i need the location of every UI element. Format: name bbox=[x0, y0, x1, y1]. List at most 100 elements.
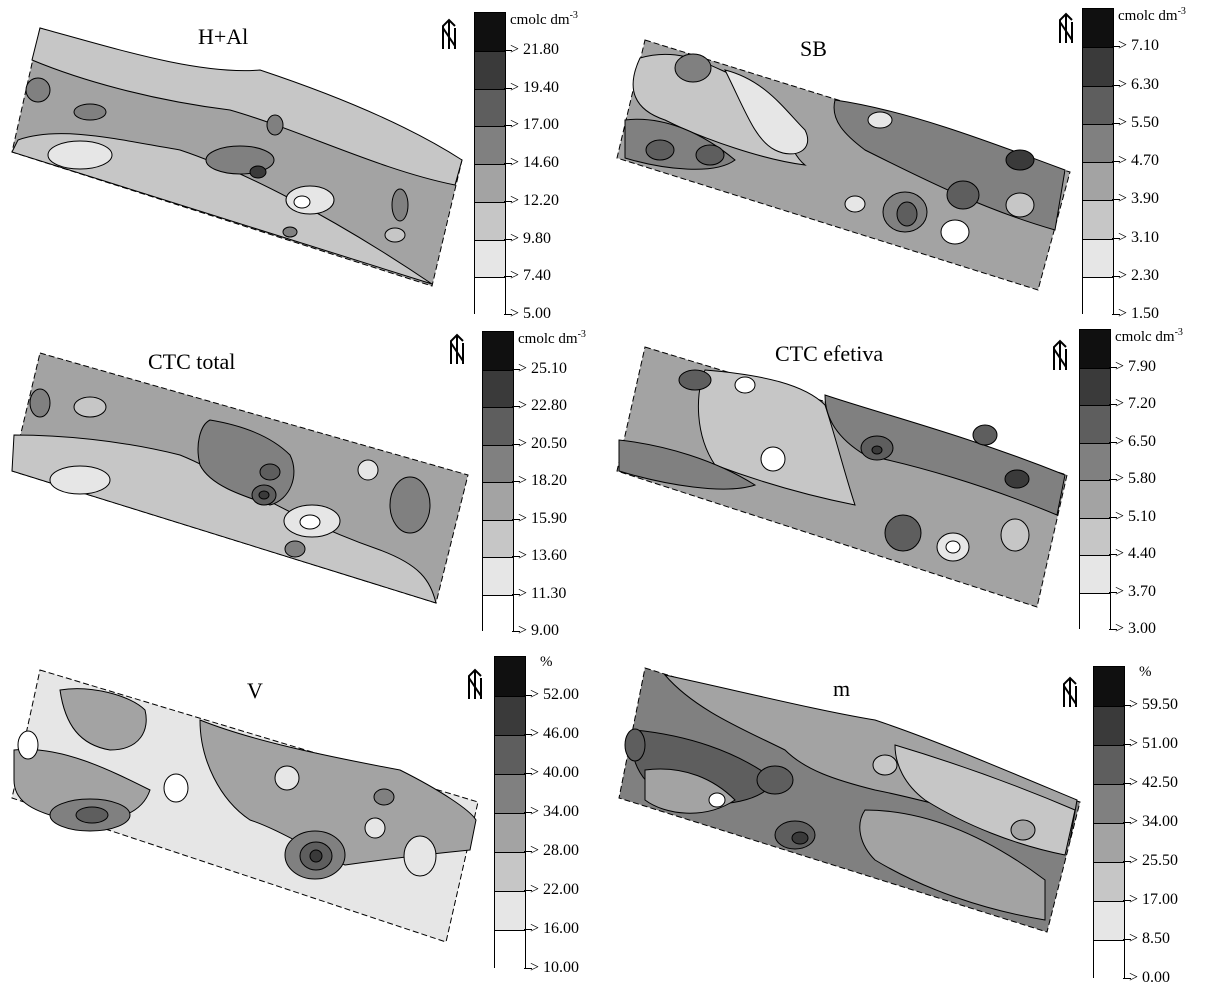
legend-tick bbox=[1123, 783, 1131, 784]
legend-class-label: > 6.50 bbox=[1115, 432, 1157, 450]
legend-class-label: > 52.00 bbox=[530, 686, 580, 703]
legend-class-label: > 18.20 bbox=[518, 472, 568, 489]
legend-tick bbox=[1109, 404, 1117, 405]
contour-map bbox=[11, 669, 479, 943]
legend-class-label: > 4.70 bbox=[1118, 152, 1160, 169]
legend-unit: % bbox=[1139, 664, 1152, 681]
legend-swatch bbox=[495, 735, 525, 774]
legend-class-label: > 3.90 bbox=[1118, 190, 1160, 208]
legend-tick bbox=[1112, 161, 1120, 162]
legend-class-label: > 25.50 bbox=[1129, 852, 1179, 869]
legend-swatch bbox=[1094, 745, 1124, 784]
legend-swatch bbox=[1094, 706, 1124, 745]
legend-bar bbox=[482, 331, 514, 632]
contour-map bbox=[618, 667, 1081, 933]
legend-tick bbox=[1123, 900, 1131, 901]
legend-swatch bbox=[1080, 442, 1110, 480]
legend-tick bbox=[1123, 861, 1131, 862]
legend-tick bbox=[524, 734, 532, 735]
legend-class-label: > 14.60 bbox=[510, 154, 560, 171]
legend-swatch bbox=[483, 557, 513, 595]
legend-class-label: > 34.00 bbox=[530, 803, 580, 820]
map-title: CTC total bbox=[148, 349, 236, 374]
north-arrow-icon bbox=[450, 333, 464, 364]
legend-class-label: > 13.60 bbox=[518, 547, 568, 564]
legend-swatch bbox=[1080, 330, 1110, 368]
legend-tick bbox=[512, 406, 520, 407]
legend-swatch bbox=[1094, 862, 1124, 901]
legend-unit: cmolc dm-3 bbox=[1118, 6, 1186, 25]
legend-tick bbox=[524, 890, 532, 891]
north-arrow-icon bbox=[1053, 339, 1067, 370]
legend-unit-exponent: -3 bbox=[1174, 327, 1183, 338]
legend-swatch bbox=[495, 657, 525, 696]
legend-tick bbox=[1112, 46, 1120, 48]
legend-class-label: > 16.00 bbox=[530, 920, 580, 937]
map-panel-ctc-total: CTC total cmolc dm-3 > 25.10 > 22.80 > 20.5… bbox=[0, 325, 605, 650]
map-panel-sb: SB cmolc dm-3 > 7.10 > 6.30 > 5.50 > 4.70 > 3… bbox=[605, 0, 1211, 325]
legend-swatch bbox=[475, 164, 505, 202]
legend-tick bbox=[504, 238, 512, 240]
north-arrow-icon bbox=[442, 18, 456, 49]
legend-class-label: > 9.80 bbox=[510, 229, 552, 247]
legend-tick bbox=[512, 368, 520, 370]
legend-unit-exponent: -3 bbox=[577, 329, 586, 340]
legend-class-label: > 21.80 bbox=[510, 40, 560, 58]
map-title: H+Al bbox=[198, 24, 249, 49]
legend-bar bbox=[1093, 666, 1125, 979]
legend-swatch bbox=[1080, 367, 1110, 405]
legend-unit: % bbox=[540, 654, 553, 671]
legend-tick bbox=[1109, 591, 1117, 593]
legend-tick bbox=[504, 314, 512, 315]
legend-swatch bbox=[1094, 667, 1124, 706]
legend-bar bbox=[494, 656, 526, 969]
legend-class-label: > 6.30 bbox=[1118, 75, 1160, 93]
legend-tick bbox=[524, 929, 532, 930]
legend-swatch bbox=[1083, 85, 1113, 124]
legend-tick bbox=[524, 851, 532, 852]
legend-class-label: > 28.00 bbox=[530, 842, 580, 859]
legend-unit-exponent: -3 bbox=[1177, 6, 1186, 17]
legend-tick bbox=[512, 518, 520, 520]
map-panel-v: V % > 52.00 > 46.00 > 40.00 > 34.00 > 28.00 > … bbox=[0, 650, 605, 983]
legend-class-label: > 51.00 bbox=[1129, 735, 1179, 752]
legend-swatch bbox=[483, 407, 513, 445]
contour-map bbox=[616, 346, 1068, 608]
map-panel-m: m % > 59.50 > 51.00 > 42.50 > 34.00 > 25.50 > … bbox=[605, 650, 1211, 986]
legend-swatch bbox=[475, 239, 505, 278]
legend-tick bbox=[524, 773, 532, 774]
legend-bar bbox=[1082, 8, 1114, 315]
legend-swatch bbox=[1083, 238, 1113, 277]
legend-swatch bbox=[1094, 940, 1124, 979]
legend-swatch bbox=[1080, 592, 1110, 630]
legend-class-label: > 11.30 bbox=[518, 584, 567, 602]
legend-swatch bbox=[1094, 901, 1124, 940]
legend-swatch bbox=[1083, 276, 1113, 315]
legend-bar bbox=[474, 12, 506, 315]
legend-swatch bbox=[475, 88, 505, 127]
legend-tick bbox=[512, 556, 520, 557]
legend-class-label: > 34.00 bbox=[1129, 813, 1179, 830]
legend-class-label: > 22.00 bbox=[530, 881, 580, 898]
legend-swatch bbox=[475, 126, 505, 164]
legend-tick bbox=[1123, 744, 1131, 745]
legend-swatch bbox=[475, 13, 505, 51]
legend-swatch bbox=[1080, 517, 1110, 555]
legend-unit-text: cmolc dm bbox=[518, 331, 578, 347]
legend-tick bbox=[1123, 705, 1131, 706]
legend-swatch bbox=[475, 277, 505, 315]
legend-tick bbox=[504, 49, 512, 51]
legend-swatch bbox=[495, 774, 525, 813]
legend-swatch bbox=[475, 201, 505, 240]
legend-swatch bbox=[1094, 823, 1124, 862]
legend-tick bbox=[504, 163, 512, 164]
legend-swatch bbox=[1080, 555, 1110, 593]
legend-unit-text: cmolc dm bbox=[510, 12, 570, 28]
legend-tick bbox=[1123, 939, 1131, 940]
legend-swatch bbox=[483, 444, 513, 482]
legend-tick bbox=[512, 631, 520, 632]
legend-class-label: > 5.80 bbox=[1115, 470, 1157, 487]
legend-class-label: > 20.50 bbox=[518, 434, 568, 452]
legend-tick bbox=[1112, 314, 1120, 315]
legend-class-label: > 46.00 bbox=[530, 725, 580, 742]
